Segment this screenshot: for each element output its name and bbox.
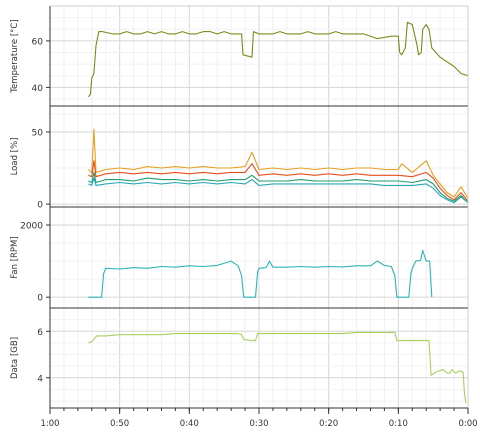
y-tick-label: 60 [32, 37, 44, 47]
y-tick-label: 50 [32, 128, 44, 138]
panel-load: 0 50 Load [%] [10, 105, 469, 211]
x-tick-label: 0:50 [110, 419, 129, 429]
series-line-data-0 [88, 331, 467, 404]
y-tick-label: 2000 [20, 222, 43, 232]
x-tick-label: 0:40 [180, 419, 199, 429]
y-tick-label: 6 [37, 328, 43, 338]
series-line-load-1 [88, 160, 469, 202]
series-line-load-2 [88, 171, 469, 204]
x-tick-label: 0:30 [249, 419, 268, 429]
series-line-fan-0 [88, 249, 433, 298]
y-tick-label: 0 [37, 294, 43, 304]
panel-temperature: 40 60 Temperature [°C] [10, 5, 469, 106]
series-line-temperature-0 [87, 21, 469, 98]
x-tick-label: 0:00 [458, 419, 477, 429]
y-axis-label: Temperature [°C] [10, 19, 20, 93]
x-tick-label: 0:10 [389, 419, 408, 429]
series-line-load-0 [87, 128, 469, 199]
y-axis-label: Fan [RPM] [10, 236, 20, 278]
y-axis-label: Data [GB] [10, 337, 20, 379]
y-tick-label: 4 [37, 374, 43, 384]
x-tick-label: 0:20 [319, 419, 338, 429]
series-line-load-3 [88, 177, 469, 204]
x-tick-label: 1:00 [40, 419, 59, 429]
y-tick-label: 0 [37, 201, 43, 211]
y-axis-label: Load [%] [10, 138, 20, 176]
panel-data: 4 6 Data [GB] [10, 307, 469, 408]
y-tick-label: 40 [32, 84, 44, 94]
